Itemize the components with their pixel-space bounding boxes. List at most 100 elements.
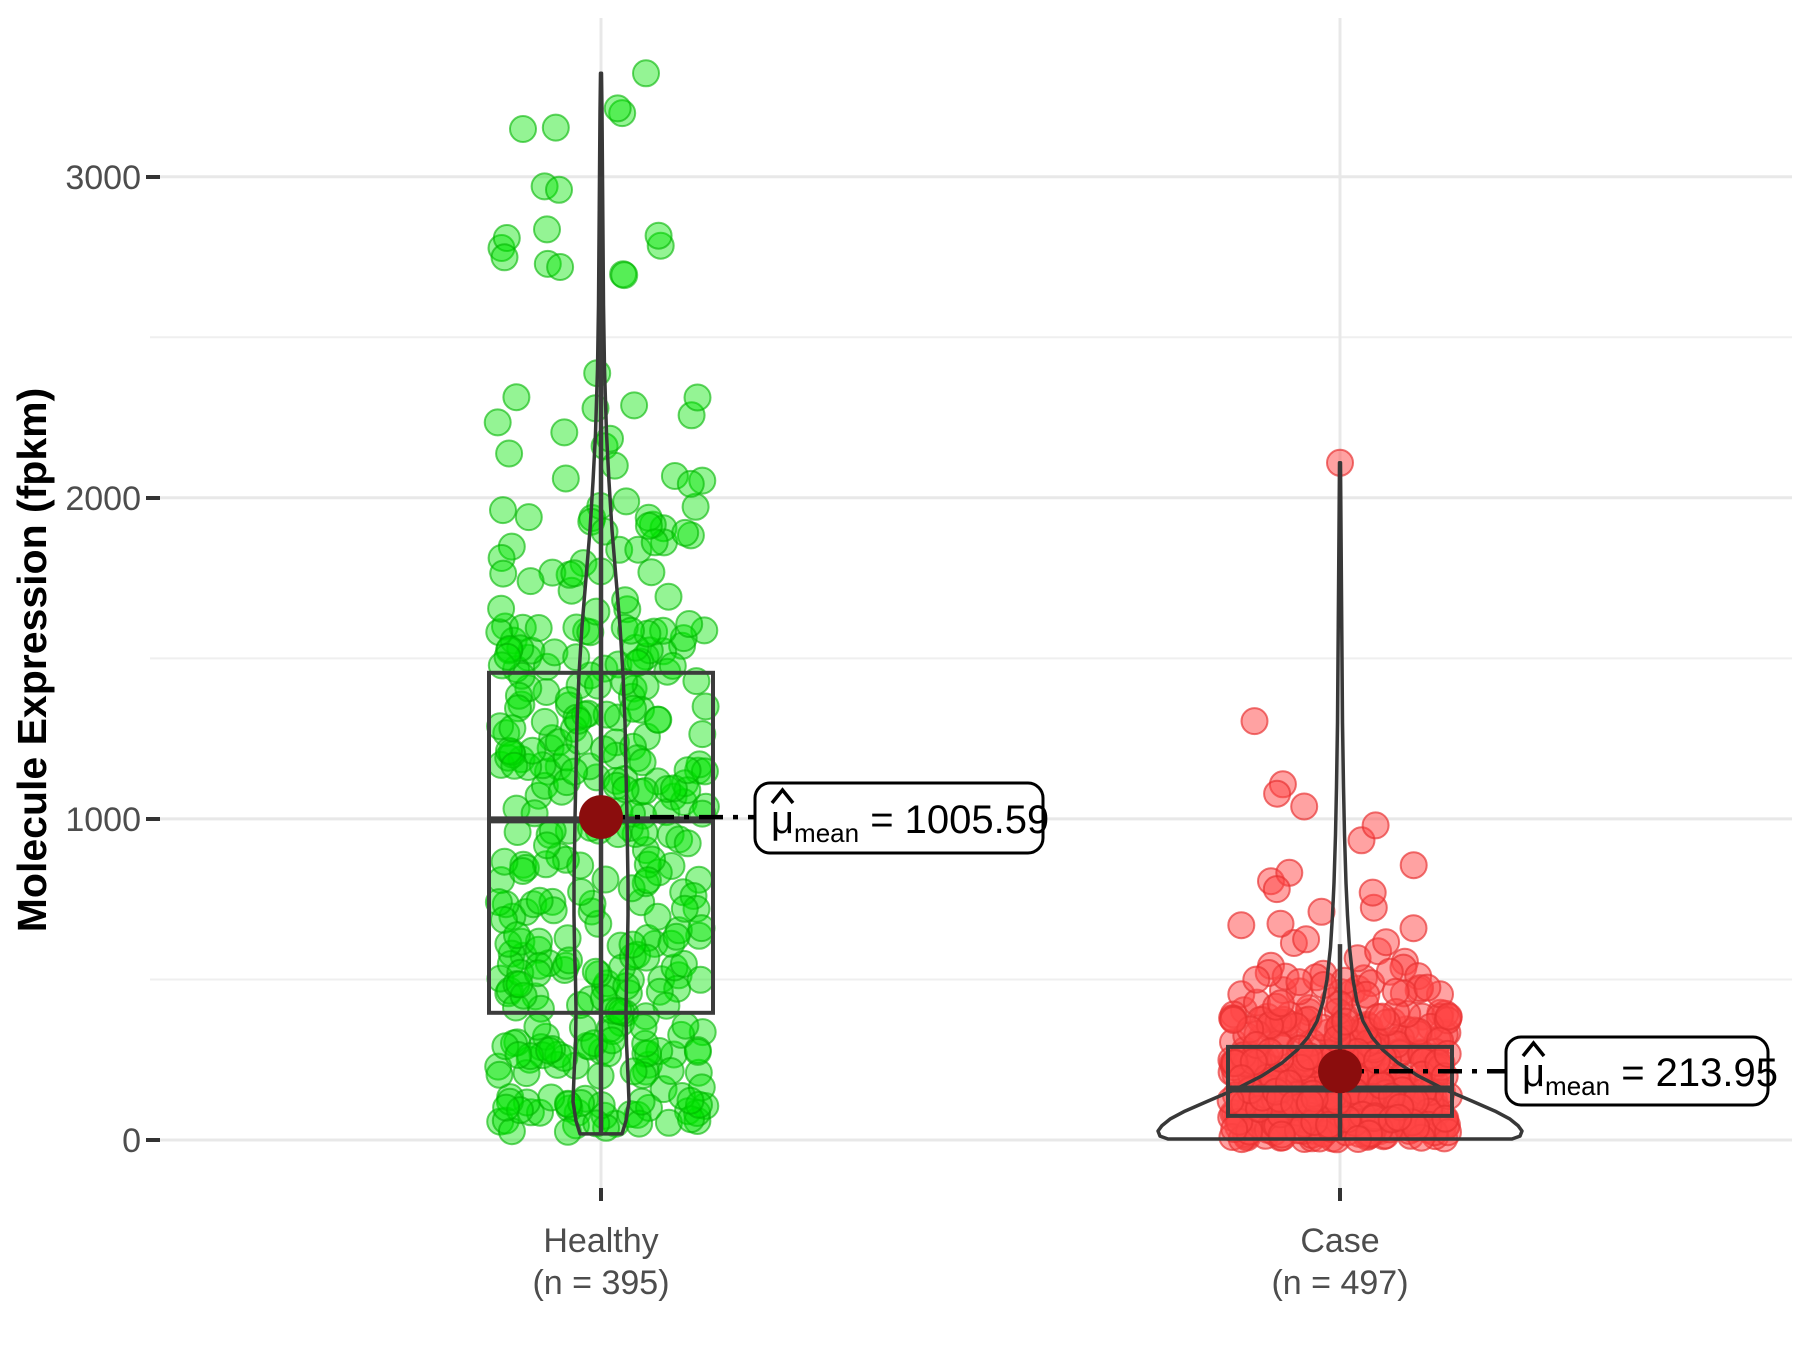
data-point bbox=[671, 518, 700, 547]
data-point bbox=[591, 865, 620, 894]
data-point bbox=[489, 559, 518, 588]
data-point bbox=[523, 1012, 552, 1041]
data-point bbox=[485, 1060, 514, 1089]
data-point bbox=[484, 888, 513, 917]
data-point bbox=[676, 469, 705, 498]
data-point bbox=[646, 231, 675, 260]
data-point bbox=[525, 886, 554, 915]
data-point bbox=[530, 771, 559, 800]
mean-label-healthy: μmean = 1005.59 bbox=[771, 798, 1049, 848]
data-point bbox=[677, 401, 706, 430]
data-point bbox=[1433, 1039, 1462, 1068]
data-point bbox=[670, 894, 699, 923]
data-point bbox=[493, 642, 522, 671]
data-point bbox=[506, 1096, 534, 1125]
data-point bbox=[683, 383, 712, 412]
data-point bbox=[681, 492, 710, 521]
data-point bbox=[658, 651, 687, 680]
data-point bbox=[509, 115, 537, 143]
data-point bbox=[643, 705, 672, 734]
data-point bbox=[560, 559, 589, 588]
data-point bbox=[483, 408, 512, 437]
data-point bbox=[1263, 779, 1292, 808]
data-point bbox=[535, 1036, 564, 1065]
data-point bbox=[676, 1086, 705, 1115]
data-point bbox=[590, 735, 618, 764]
data-point bbox=[628, 748, 657, 777]
data-point bbox=[645, 977, 674, 1006]
x-label-healthy-line2: (n = 395) bbox=[532, 1264, 669, 1302]
data-point bbox=[675, 610, 704, 638]
data-point bbox=[550, 418, 579, 447]
data-point bbox=[490, 243, 519, 272]
data-point bbox=[514, 503, 543, 532]
x-label-healthy-line1: Healthy bbox=[543, 1222, 658, 1260]
data-point-outlier bbox=[632, 59, 660, 88]
data-point bbox=[1292, 925, 1321, 954]
data-point bbox=[1290, 792, 1319, 821]
data-point bbox=[624, 535, 653, 564]
data-point bbox=[487, 594, 516, 623]
data-point bbox=[688, 466, 717, 495]
data-point bbox=[633, 850, 662, 879]
mean-point-healthy bbox=[579, 795, 623, 840]
data-point bbox=[1431, 1104, 1460, 1133]
violin-outline-case bbox=[1156, 461, 1524, 1141]
data-point bbox=[566, 851, 595, 880]
data-point bbox=[495, 439, 524, 468]
mu-hat-healthy bbox=[770, 787, 795, 805]
data-point bbox=[583, 671, 612, 700]
data-point bbox=[1295, 1042, 1324, 1071]
panel-gridlines bbox=[150, 18, 1792, 1188]
data-point bbox=[1266, 909, 1295, 938]
mu-hat-case bbox=[1521, 1040, 1546, 1058]
mean-label-box-case bbox=[1504, 1035, 1770, 1107]
data-point bbox=[503, 921, 531, 950]
data-point bbox=[567, 878, 596, 906]
data-point bbox=[673, 829, 702, 858]
data-point bbox=[504, 1041, 533, 1069]
data-point bbox=[649, 1075, 678, 1104]
data-point bbox=[671, 1011, 700, 1040]
data-point bbox=[619, 1057, 648, 1086]
data-point bbox=[617, 616, 645, 645]
data-point bbox=[654, 1108, 683, 1137]
data-point bbox=[640, 528, 669, 557]
data-point bbox=[576, 618, 605, 647]
data-point bbox=[516, 567, 545, 596]
data-point bbox=[539, 896, 568, 925]
data-point bbox=[562, 643, 591, 672]
data-point bbox=[540, 638, 569, 667]
data-point bbox=[492, 1093, 521, 1122]
data-point bbox=[485, 618, 514, 647]
mean-point-case bbox=[1318, 1049, 1362, 1094]
data-point bbox=[1399, 914, 1428, 943]
x-axis-tick-marks bbox=[599, 1188, 1342, 1201]
data-point bbox=[683, 1037, 712, 1066]
mean-label-case: μmean = 213.95 bbox=[1522, 1051, 1778, 1101]
data-point bbox=[619, 694, 647, 723]
data-point bbox=[633, 866, 662, 895]
data-point bbox=[1399, 851, 1428, 880]
data-point bbox=[690, 616, 719, 645]
data-point bbox=[1285, 968, 1314, 997]
data-point bbox=[541, 113, 570, 142]
data-point bbox=[653, 775, 682, 803]
y-tick-label-3000: 3000 bbox=[65, 159, 141, 197]
data-point bbox=[686, 965, 715, 994]
data-point bbox=[546, 253, 575, 281]
data-point bbox=[497, 532, 526, 561]
data-point bbox=[623, 649, 652, 678]
data-point bbox=[627, 1087, 656, 1116]
data-point bbox=[1242, 965, 1271, 994]
box-healthy bbox=[487, 670, 715, 1015]
data-point bbox=[673, 756, 702, 785]
data-point bbox=[603, 94, 632, 123]
data-point bbox=[643, 902, 672, 931]
data-point bbox=[1381, 977, 1410, 1006]
data-point bbox=[630, 818, 659, 847]
data-point bbox=[656, 1057, 685, 1085]
data-point bbox=[649, 514, 678, 543]
data-point bbox=[610, 261, 639, 290]
